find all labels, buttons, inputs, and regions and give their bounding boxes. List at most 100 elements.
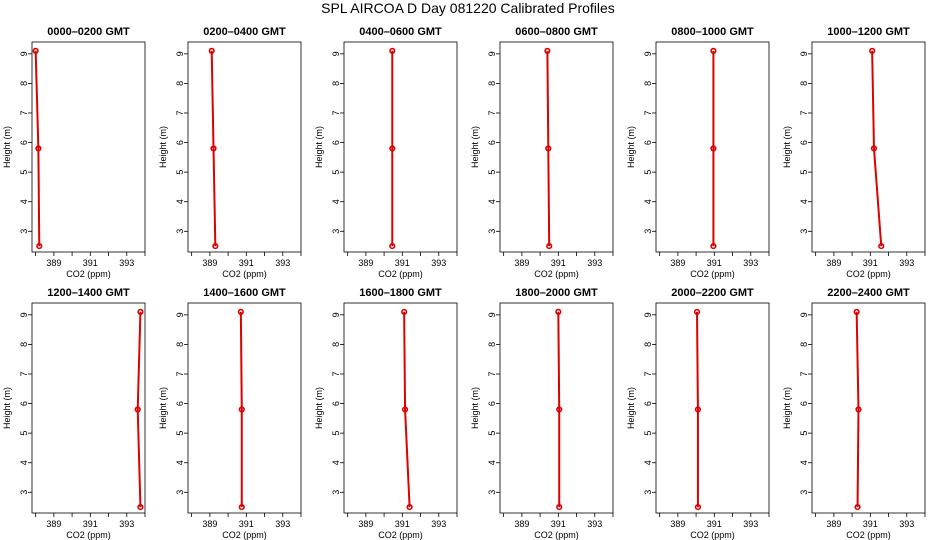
y-tick-label: 3: [19, 490, 29, 495]
y-tick-label: 3: [175, 490, 185, 495]
x-tick-label: 391: [83, 258, 98, 268]
panel-frame: [811, 302, 926, 514]
y-tick-label: 5: [643, 431, 653, 436]
y-tick-label: 3: [799, 229, 809, 234]
panel-title: 0200–0400 GMT: [203, 26, 286, 38]
y-tick-label: 9: [19, 312, 29, 317]
profile-point: [693, 308, 701, 315]
x-tick-label: 389: [826, 519, 841, 529]
x-axis-label: CO2 (ppm): [222, 530, 267, 540]
y-tick-label: 4: [799, 199, 809, 204]
panel-frame: [187, 41, 302, 253]
profile-point: [208, 47, 215, 54]
y-tick-label: 8: [19, 81, 29, 86]
y-tick-label: 4: [331, 460, 341, 465]
y-axis-label: Height (m): [626, 387, 636, 429]
profile-point: [238, 406, 245, 413]
profile-point: [401, 406, 409, 413]
x-tick-label: 391: [395, 258, 410, 268]
profile-point: [694, 503, 702, 511]
y-tick-label: 6: [487, 401, 497, 406]
panel-title: 1200–1400 GMT: [47, 287, 130, 299]
profile-point: [32, 47, 39, 54]
y-tick-label: 9: [331, 51, 341, 56]
y-tick-label: 9: [331, 312, 341, 317]
x-tick-label: 393: [431, 519, 446, 529]
y-axis-label: Height (m): [470, 126, 480, 168]
y-tick-label: 5: [643, 170, 653, 175]
x-tick-label: 389: [514, 519, 529, 529]
y-axis-label: Height (m): [314, 387, 324, 429]
profile-point: [869, 47, 876, 54]
y-tick-label: 6: [175, 401, 185, 406]
y-tick-label: 8: [799, 342, 809, 347]
x-tick-label: 393: [119, 258, 134, 268]
y-tick-label: 9: [643, 312, 653, 317]
x-tick-label: 389: [202, 519, 217, 529]
x-tick-label: 389: [514, 258, 529, 268]
panel-title: 0000–0200 GMT: [47, 26, 130, 38]
panel-title: 2200–2400 GMT: [827, 287, 910, 299]
x-axis-label: CO2 (ppm): [534, 269, 579, 279]
y-tick-label: 9: [799, 51, 809, 56]
panel: 0800–1000 GMT 389 391 393 3 4 5 6 7 8 9 CO2 (ppm) He…: [626, 26, 770, 279]
profile-point: [556, 406, 563, 413]
x-tick-label: 393: [743, 258, 758, 268]
y-tick-label: 7: [19, 110, 29, 115]
y-tick-label: 7: [643, 110, 653, 115]
y-tick-label: 3: [19, 229, 29, 234]
x-axis-label: CO2 (ppm): [378, 269, 423, 279]
y-axis-label: Height (m): [782, 387, 792, 429]
panel-title: 1400–1600 GMT: [203, 287, 286, 299]
y-tick-label: 4: [643, 199, 653, 204]
x-tick-label: 391: [551, 258, 566, 268]
profile-point: [878, 242, 885, 250]
panel-frame: [343, 302, 458, 514]
profile-point: [544, 47, 551, 54]
profile-point: [710, 242, 717, 250]
panel: 1600–1800 GMT 389 391 393 3 4 5 6 7 8 9 CO2 (ppm) He…: [314, 287, 458, 540]
profile-point: [210, 145, 217, 152]
panel-frame: [655, 302, 770, 514]
y-tick-label: 6: [175, 140, 185, 145]
y-tick-label: 7: [799, 371, 809, 376]
panel-title: 0400–0600 GMT: [359, 26, 442, 38]
profile-point: [35, 145, 42, 152]
x-axis-label: CO2 (ppm): [690, 530, 735, 540]
y-tick-label: 5: [19, 170, 29, 175]
y-tick-label: 8: [175, 81, 185, 86]
y-tick-label: 9: [487, 312, 497, 317]
y-axis-label: Height (m): [314, 126, 324, 168]
profile-line: [696, 311, 699, 508]
y-tick-label: 7: [799, 110, 809, 115]
x-tick-label: 389: [46, 519, 61, 529]
y-tick-label: 5: [19, 431, 29, 436]
y-tick-label: 3: [331, 490, 341, 495]
panel-title: 1600–1800 GMT: [359, 287, 442, 299]
profile-point: [556, 503, 563, 511]
y-tick-label: 4: [19, 460, 29, 465]
x-tick-label: 391: [395, 519, 410, 529]
profile-point: [546, 242, 553, 250]
panel: 2200–2400 GMT 389 391 393 3 4 5 6 7 8 9 CO2 (ppm) He…: [782, 287, 926, 540]
y-tick-label: 6: [799, 401, 809, 406]
y-tick-label: 8: [643, 342, 653, 347]
y-tick-label: 8: [175, 342, 185, 347]
y-tick-label: 9: [799, 312, 809, 317]
profile-point: [134, 406, 141, 413]
x-axis-label: CO2 (ppm): [690, 269, 735, 279]
x-tick-label: 391: [551, 519, 566, 529]
x-tick-label: 389: [826, 258, 841, 268]
y-tick-label: 5: [487, 431, 497, 436]
x-tick-label: 393: [275, 258, 290, 268]
y-tick-label: 4: [175, 199, 185, 204]
y-tick-label: 3: [487, 229, 497, 234]
profile-point: [389, 242, 396, 250]
profile-point: [710, 145, 717, 152]
y-tick-label: 6: [643, 140, 653, 145]
profile-line: [871, 50, 883, 247]
profile-point: [238, 503, 245, 511]
profile-point: [389, 145, 396, 152]
y-tick-label: 4: [643, 460, 653, 465]
x-tick-label: 391: [239, 519, 254, 529]
